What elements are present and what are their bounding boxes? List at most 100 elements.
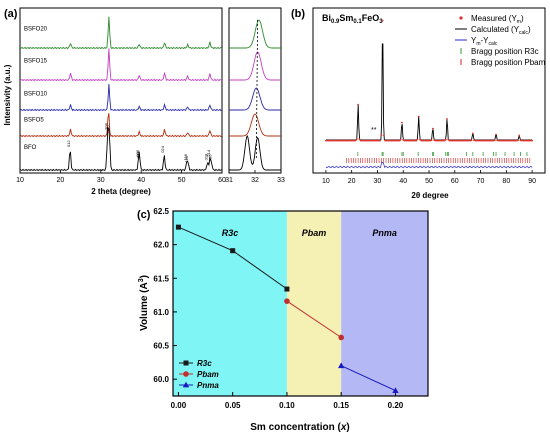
- phase-region-pnma: [341, 211, 428, 396]
- inset-x-tick-label: 32: [251, 177, 259, 184]
- panel-a-x-ticks: 10 20 30 40 50 60: [16, 170, 226, 184]
- measured-point: [412, 139, 415, 142]
- measured-point: [484, 139, 487, 142]
- legend-marker-dot: [459, 16, 463, 20]
- measured-point: [435, 139, 438, 142]
- x-tick-label: 40: [137, 177, 145, 184]
- xrd-trace-bsfo15: [19, 48, 223, 82]
- inset-trace-bfo: [229, 134, 281, 171]
- legend-label: Pnma: [197, 381, 219, 390]
- x-tick-label: 60: [451, 178, 459, 185]
- measured-point: [482, 139, 484, 142]
- measured-point: [389, 139, 392, 142]
- measured-point: [325, 139, 327, 142]
- measured-point: [366, 139, 368, 142]
- measured-point: [377, 139, 380, 142]
- measured-point: [499, 139, 501, 142]
- measured-point: [497, 139, 500, 142]
- x-tick-label: 0.00: [171, 401, 187, 410]
- measured-point: [424, 139, 426, 142]
- measured-point: [477, 139, 479, 142]
- panel-b-plot: **: [325, 19, 533, 169]
- measured-point: [353, 139, 356, 142]
- data-point-pnma: [392, 387, 399, 394]
- measured-point: [450, 139, 452, 142]
- hkl-label: 006: [135, 149, 140, 156]
- phase-region-r3c: [173, 211, 287, 396]
- panel-b-title: Bi0.9Sm0.1FeO3: [322, 13, 383, 25]
- measured-point: [430, 139, 433, 142]
- y-tick-label: 62.0: [153, 241, 169, 250]
- measured-point: [443, 139, 446, 142]
- measured-point: [346, 139, 349, 142]
- measured-point: [357, 103, 359, 106]
- measured-point: [508, 139, 510, 142]
- phase-region-label: Pbam: [302, 228, 327, 238]
- x-tick-label: 10: [322, 178, 330, 185]
- panel-c-x-axis-label: Sm concentration (x): [250, 422, 349, 433]
- x-tick-label: 90: [528, 178, 536, 185]
- panel-b-legend: Measured (Ym)Calculated (Ycalc)Ym-YcalcB…: [455, 14, 546, 67]
- measured-point: [406, 139, 408, 142]
- measured-point: [394, 139, 397, 142]
- series-line-pnma: [340, 365, 396, 392]
- data-point-pbam: [338, 334, 344, 341]
- series-label-bfo: BFO: [24, 145, 37, 151]
- hkl-label: 012: [66, 140, 71, 147]
- measured-point: [331, 139, 334, 142]
- hkl-label: 214: [206, 149, 211, 156]
- measured-point: [407, 139, 410, 142]
- measured-point: [411, 139, 414, 142]
- x-tick-label: 50: [425, 178, 433, 185]
- x-tick-label: 0.20: [388, 401, 404, 410]
- panel-b-label: (b): [291, 8, 305, 20]
- hkl-label: 300: [208, 154, 213, 161]
- measured-point: [330, 139, 332, 142]
- measured-point: [404, 139, 407, 142]
- series-label-bsfo20: BSFO20: [24, 26, 48, 32]
- measured-point: [500, 139, 503, 142]
- measured-point: [531, 139, 533, 142]
- panel-c: (c) R3c Pbam Pnma 0.00 0.05 0.10 0.15 0.20 60.0…: [137, 207, 429, 433]
- measured-point: [428, 139, 430, 142]
- y-tick-label: 61.5: [153, 274, 169, 283]
- measured-point: [457, 139, 460, 142]
- phase-region-label: R3c: [222, 228, 239, 238]
- measured-point: [448, 139, 451, 142]
- inset-trace-bsfo20: [229, 19, 281, 49]
- legend-label: R3c: [197, 359, 212, 368]
- inset-trace-bsfo5: [229, 113, 281, 137]
- measured-point: [464, 139, 466, 142]
- measured-point: [354, 139, 357, 142]
- measured-point: [452, 139, 455, 142]
- measured-point: [523, 139, 526, 142]
- measured-point: [478, 139, 481, 142]
- x-tick-label: 10: [16, 177, 24, 184]
- measured-point: [384, 139, 387, 142]
- panel-c-legend: R3c Pbam Pnma: [179, 359, 219, 390]
- measured-point: [446, 118, 448, 120]
- x-tick-label: 30: [374, 178, 382, 185]
- measured-point: [381, 19, 384, 22]
- xrd-trace-bsfo20: [19, 16, 223, 50]
- legend-label: Measured (Ym): [471, 14, 524, 25]
- legend-marker: [183, 360, 189, 366]
- panel-a-y-axis-label: Intensivity (a.u.): [3, 64, 12, 125]
- y-tick-label: 60.5: [153, 342, 169, 351]
- panel-c-phase-regions: R3c Pbam Pnma: [173, 211, 428, 396]
- panel-a-main-frame: [19, 7, 223, 174]
- measured-point: [380, 134, 383, 137]
- series-label-bsfo5: BSFO5: [24, 118, 44, 124]
- measured-point: [379, 139, 381, 142]
- measured-point: [488, 139, 491, 142]
- measured-point: [374, 139, 376, 142]
- legend-label: Bragg position Pbam: [471, 58, 546, 67]
- measured-point: [461, 139, 464, 142]
- measured-point: [327, 139, 330, 142]
- measured-point: [529, 139, 532, 142]
- measured-point: [332, 139, 335, 142]
- measured-point: [402, 138, 405, 141]
- measured-point: [437, 139, 439, 142]
- measured-point: [371, 139, 374, 142]
- panel-c-ticks: 0.00 0.05 0.10 0.15 0.20 60.0 60.5 61.0 61.5 62.0…: [153, 207, 403, 410]
